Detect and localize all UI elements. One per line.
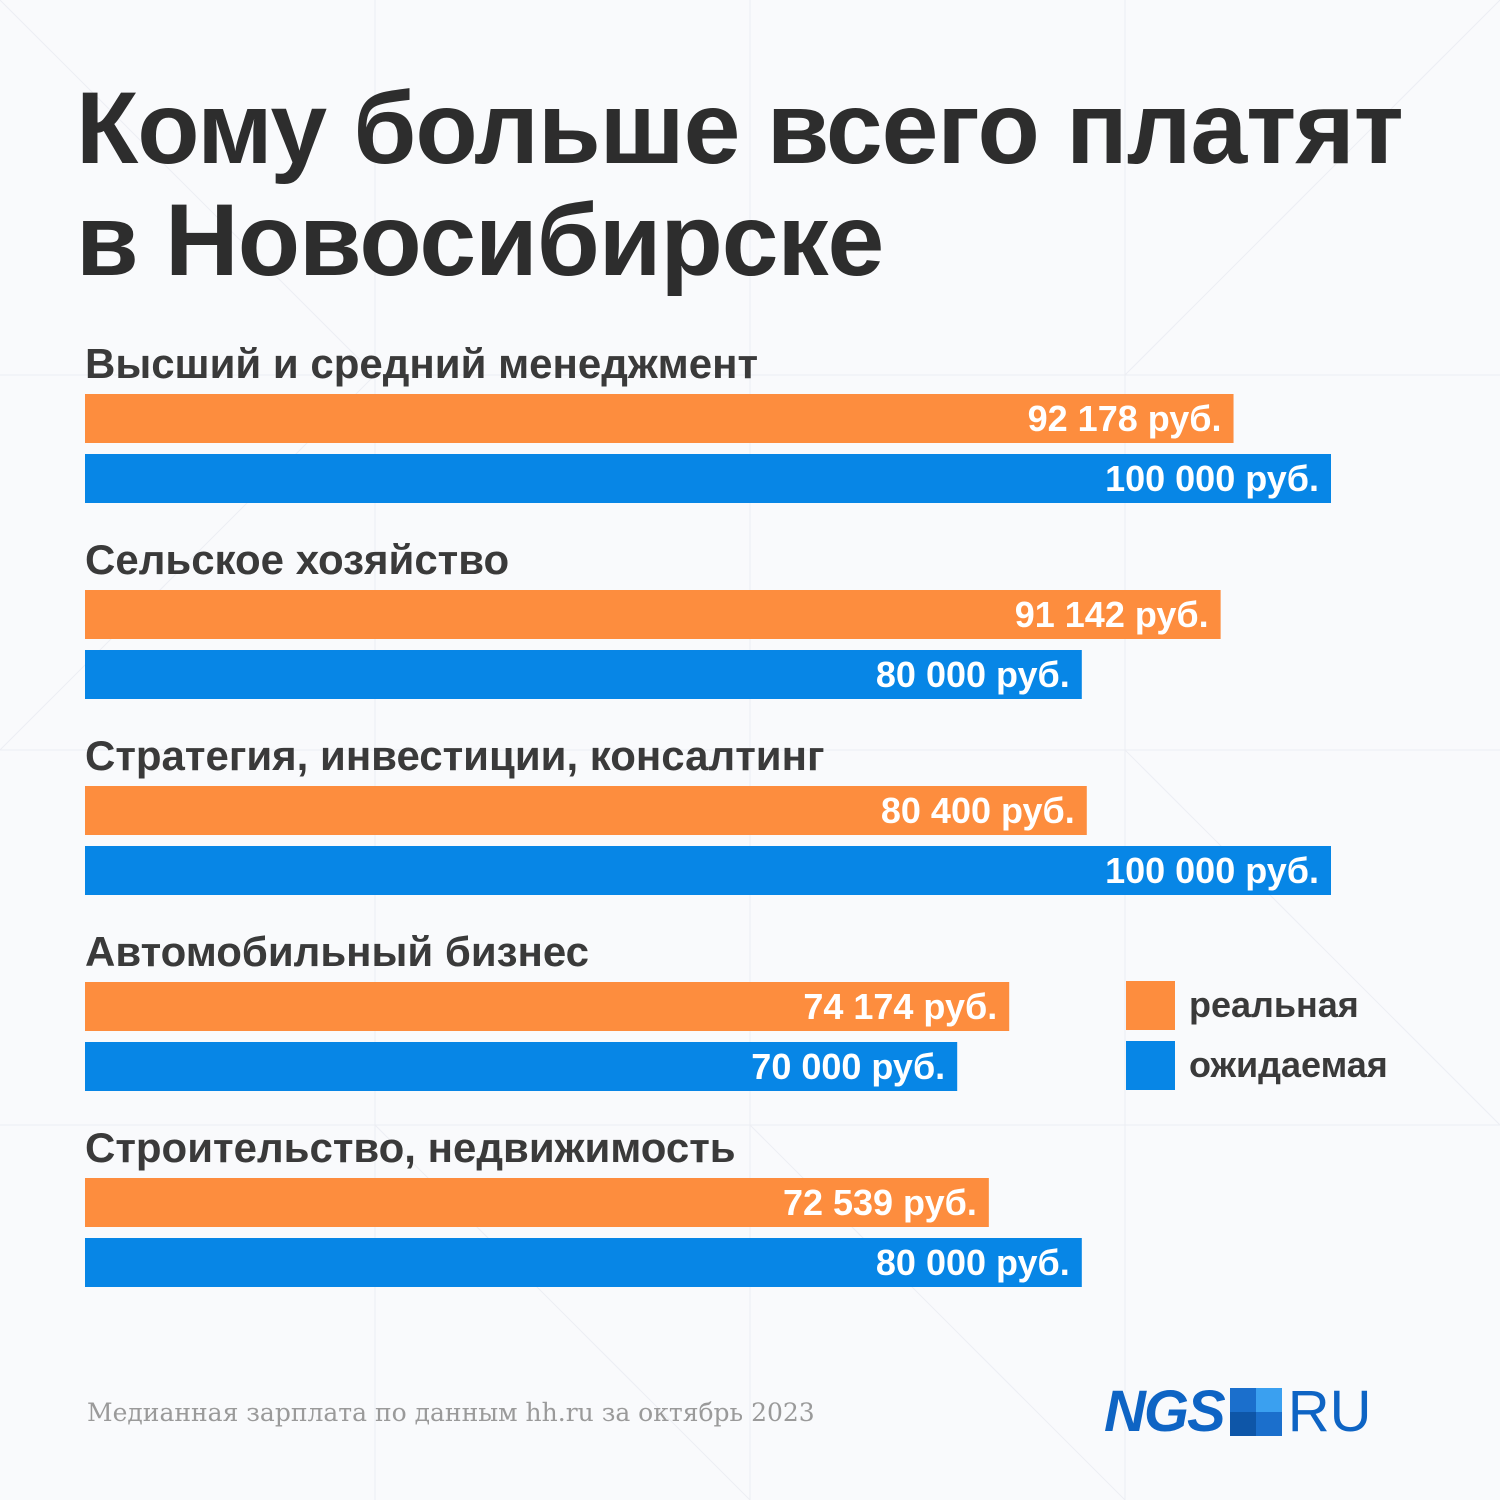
- bar-expected-agriculture: [85, 650, 1082, 699]
- category-label-agriculture: Сельское хозяйство: [85, 536, 509, 583]
- bar-real-agriculture: [85, 590, 1221, 639]
- bar-expected-auto: [85, 1042, 958, 1091]
- bar-real-construction: [85, 1178, 989, 1227]
- legend-swatch-real: [1126, 980, 1175, 1030]
- legend: реальная ожидаемая: [1126, 980, 1388, 1100]
- ngs-logo: NGS RU: [1104, 1378, 1371, 1445]
- legend-item-expected: ожидаемая: [1126, 1040, 1388, 1090]
- bar-real-strategy: [85, 786, 1087, 835]
- bar-real-auto: [85, 982, 1010, 1031]
- value-label-expected-strategy: 100 000 руб.: [1105, 850, 1319, 891]
- category-label-auto: Автомобильный бизнес: [85, 928, 589, 975]
- category-label-construction: Строительство, недвижимость: [85, 1124, 736, 1171]
- value-label-real-agriculture: 91 142 руб.: [1015, 594, 1209, 635]
- title-line-2: в Новосибирске: [76, 183, 884, 297]
- source-footnote: Медианная зарплата по данным hh.ru за ок…: [87, 1398, 815, 1427]
- value-label-real-construction: 72 539 руб.: [783, 1182, 977, 1223]
- category-label-strategy: Стратегия, инвестиции, консалтинг: [85, 732, 824, 779]
- title-line-1: Кому больше всего платят: [76, 71, 1404, 185]
- value-label-real-auto: 74 174 руб.: [803, 986, 997, 1027]
- bar-expected-management: [85, 454, 1331, 503]
- chart-title: Кому больше всего платят в Новосибирске: [76, 71, 1404, 297]
- logo-text-ru: RU: [1287, 1379, 1372, 1444]
- logo-square-icon: [1229, 1387, 1282, 1436]
- value-label-real-management: 92 178 руб.: [1028, 398, 1222, 439]
- logo-text-ngs: NGS: [1104, 1379, 1226, 1444]
- category-label-management: Высший и средний менеджмент: [85, 340, 758, 387]
- value-label-real-strategy: 80 400 руб.: [881, 790, 1075, 831]
- bar-expected-construction: [85, 1238, 1082, 1287]
- legend-label-expected: ожидаемая: [1189, 1044, 1388, 1085]
- bar-expected-strategy: [85, 846, 1331, 895]
- value-label-expected-agriculture: 80 000 руб.: [876, 654, 1070, 695]
- legend-swatch-expected: [1126, 1040, 1175, 1090]
- legend-item-real: реальная: [1126, 980, 1388, 1030]
- value-label-expected-construction: 80 000 руб.: [876, 1242, 1070, 1283]
- bar-real-management: [85, 394, 1234, 443]
- value-label-expected-auto: 70 000 руб.: [751, 1046, 945, 1087]
- legend-label-real: реальная: [1189, 984, 1359, 1025]
- value-label-expected-management: 100 000 руб.: [1105, 458, 1319, 499]
